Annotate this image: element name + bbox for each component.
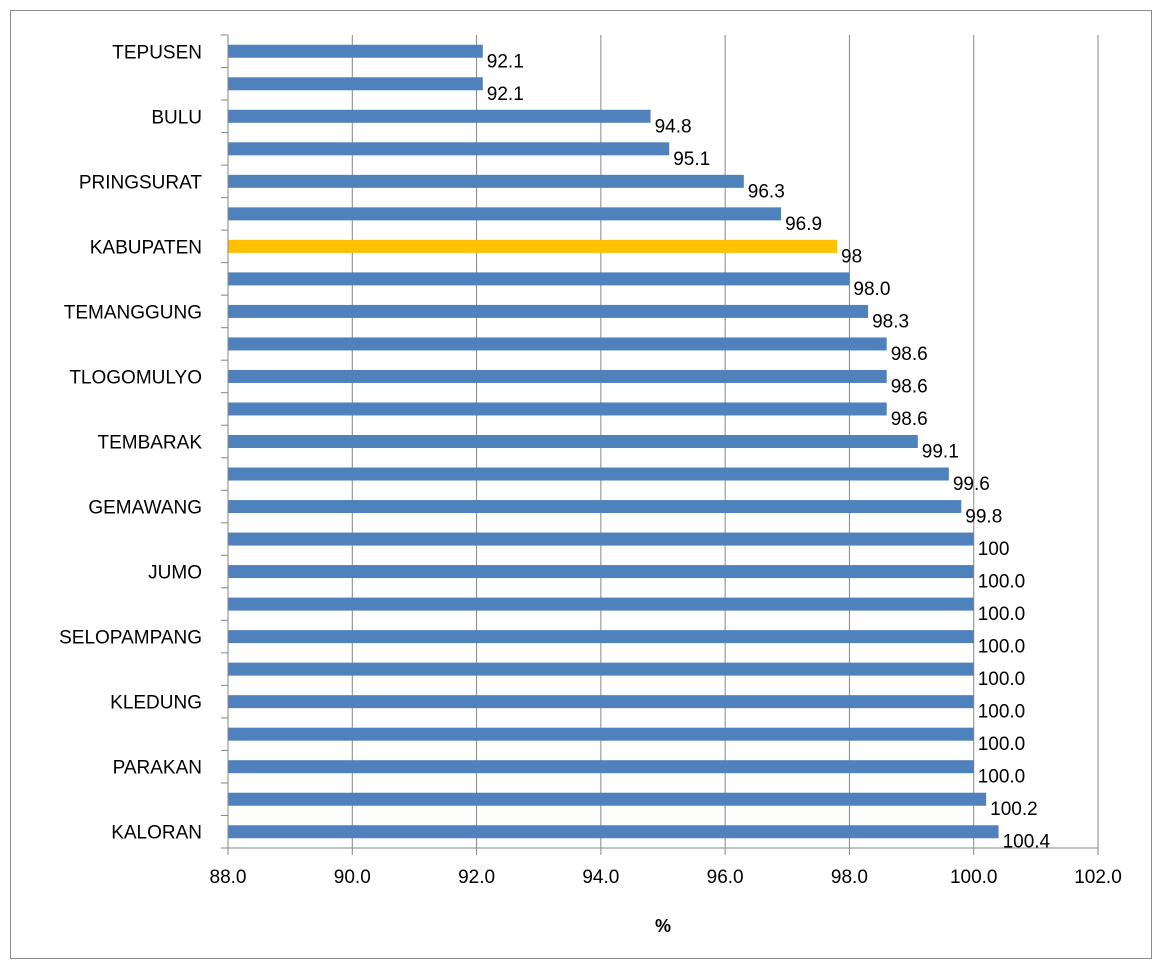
bar xyxy=(228,500,962,514)
category-label: GEMAWANG xyxy=(88,498,202,519)
data-label: 100 xyxy=(978,539,1010,560)
category-label: KALORAN xyxy=(111,823,202,844)
data-label: 99.6 xyxy=(953,474,990,495)
bar xyxy=(228,337,887,351)
data-label: 100.0 xyxy=(978,734,1026,755)
bar xyxy=(228,532,974,546)
category-label: JUMO xyxy=(148,563,202,584)
data-label: 100.0 xyxy=(978,637,1026,658)
bar xyxy=(228,727,974,741)
data-label: 95.1 xyxy=(673,149,710,170)
category-label: TEMANGGUNG xyxy=(64,302,202,323)
bar xyxy=(228,77,483,91)
x-tick-label: 88.0 xyxy=(210,867,247,888)
data-label: 100.0 xyxy=(978,767,1026,788)
category-label: PRINGSURAT xyxy=(79,172,203,193)
data-label: 98.6 xyxy=(891,376,928,397)
bar xyxy=(228,662,974,676)
x-tick-label: 94.0 xyxy=(582,867,619,888)
bar xyxy=(228,109,651,123)
category-label: TLOGOMULYO xyxy=(69,367,202,388)
bar xyxy=(228,369,887,383)
data-label: 96.9 xyxy=(785,214,822,235)
data-label: 100.2 xyxy=(990,799,1038,820)
data-label: 99.8 xyxy=(965,507,1002,528)
bar xyxy=(228,565,974,579)
bars xyxy=(228,44,999,839)
axes xyxy=(221,34,1099,855)
bar xyxy=(228,630,974,644)
data-label: 92.1 xyxy=(487,84,524,105)
data-label: 100.4 xyxy=(1003,832,1051,853)
bar xyxy=(228,792,987,806)
x-tick-label: 92.0 xyxy=(458,867,495,888)
data-label: 100.0 xyxy=(978,604,1026,625)
data-label: 98.6 xyxy=(891,409,928,430)
data-label: 99.1 xyxy=(922,442,959,463)
data-label: 96.3 xyxy=(748,181,785,202)
bar xyxy=(228,467,949,481)
bar xyxy=(228,402,887,416)
labels: 88.0 90.0 92.0 94.0 96.0 98.0 100.0 102.0 TEPUSE… xyxy=(59,42,1122,888)
bar xyxy=(228,239,837,253)
x-tick-label: 90.0 xyxy=(334,867,371,888)
bar xyxy=(228,142,670,156)
category-label: KABUPATEN xyxy=(90,237,202,258)
bar xyxy=(228,435,918,448)
bar xyxy=(228,597,974,611)
x-tick-label: 96.0 xyxy=(707,867,744,888)
bar xyxy=(228,695,974,709)
data-label: 98 xyxy=(841,246,862,267)
category-label: BULU xyxy=(151,107,202,128)
x-tick-label: 102.0 xyxy=(1074,867,1122,888)
bar xyxy=(228,207,782,221)
data-label: 94.8 xyxy=(655,116,692,137)
x-tick-label: 100.0 xyxy=(950,867,998,888)
bar xyxy=(228,174,744,188)
bar xyxy=(228,272,850,286)
bar xyxy=(228,304,869,318)
data-label: 98.0 xyxy=(853,279,890,300)
data-label: 92.1 xyxy=(487,51,524,72)
category-label: TEMBARAK xyxy=(97,433,202,454)
data-label: 98.6 xyxy=(891,344,928,365)
x-tick-label: 98.0 xyxy=(831,867,868,888)
bar xyxy=(228,760,974,774)
bar xyxy=(228,825,999,839)
data-label: 100.0 xyxy=(978,669,1026,690)
data-label: 98.3 xyxy=(872,311,909,332)
x-axis-title: % xyxy=(655,916,671,936)
data-label: 100.0 xyxy=(978,572,1026,593)
bar xyxy=(228,44,483,58)
category-label: TEPUSEN xyxy=(112,42,202,63)
category-label: SELOPAMPANG xyxy=(59,628,202,649)
category-label: KLEDUNG xyxy=(110,693,202,714)
category-label: PARAKAN xyxy=(113,758,202,779)
data-label: 100.0 xyxy=(978,702,1026,723)
